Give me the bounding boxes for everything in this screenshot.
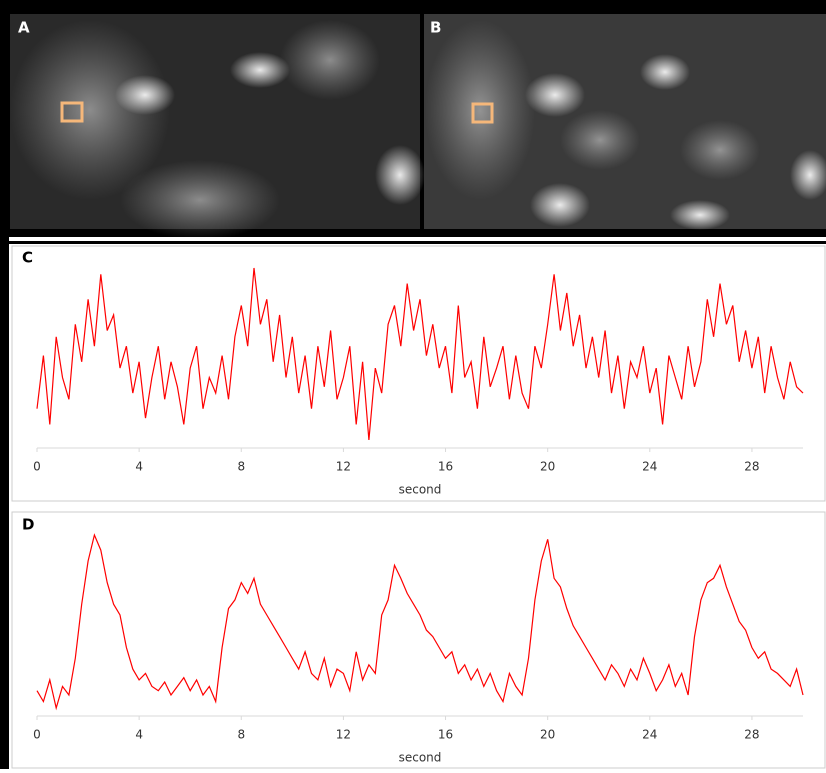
- x-tick-label: 20: [540, 460, 555, 474]
- x-axis-title: second: [399, 483, 442, 497]
- x-tick-label: 4: [135, 728, 143, 742]
- panel-label: D: [22, 516, 34, 534]
- panel-label: C: [22, 249, 33, 267]
- x-tick-label: 4: [135, 460, 143, 474]
- x-tick-label: 20: [540, 728, 555, 742]
- x-tick-label: 28: [744, 460, 759, 474]
- signal-line: [36, 267, 804, 441]
- x-tick-label: 28: [744, 728, 759, 742]
- x-axis-title: second: [399, 751, 442, 765]
- roi-b: [471, 102, 494, 124]
- x-tick-label: 24: [642, 728, 657, 742]
- signal-line: [36, 533, 804, 711]
- x-tick-label: 24: [642, 460, 657, 474]
- x-tick-label: 8: [237, 728, 245, 742]
- panel-label: A: [18, 19, 30, 37]
- panel-c: [11, 245, 826, 502]
- roi-a: [60, 101, 84, 123]
- x-tick-label: 12: [336, 728, 351, 742]
- x-tick-label: 0: [33, 460, 41, 474]
- x-tick-label: 8: [237, 460, 245, 474]
- x-tick-label: 12: [336, 460, 351, 474]
- x-tick-label: 0: [33, 728, 41, 742]
- panel-d: [11, 511, 826, 769]
- panel-label: B: [430, 19, 441, 37]
- image-b-texture: [425, 20, 826, 230]
- frame-left: [0, 237, 9, 769]
- x-tick-label: 16: [438, 460, 453, 474]
- x-tick-label: 16: [438, 728, 453, 742]
- image-a-texture: [10, 20, 425, 240]
- frame-top: [9, 241, 826, 244]
